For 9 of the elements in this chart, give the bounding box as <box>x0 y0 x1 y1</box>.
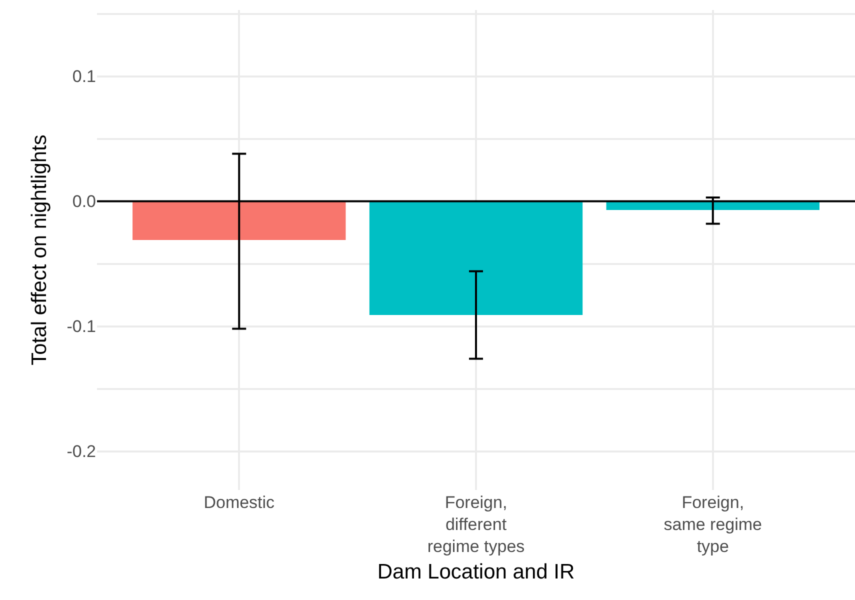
x-tick-label: Foreign, different regime types <box>427 493 525 556</box>
x-tick-label: Foreign, same regime type <box>664 493 762 556</box>
y-tick-label: -0.2 <box>66 442 96 462</box>
x-tick-label: Domestic <box>204 493 276 512</box>
y-tick-label: 0.1 <box>72 67 96 86</box>
y-tick-label: -0.1 <box>66 317 96 336</box>
y-tick-label: 0.0 <box>72 192 96 212</box>
x-axis-title: Dam Location and IR <box>377 560 575 584</box>
y-axis-title: Total effect on nightlights <box>28 134 51 366</box>
